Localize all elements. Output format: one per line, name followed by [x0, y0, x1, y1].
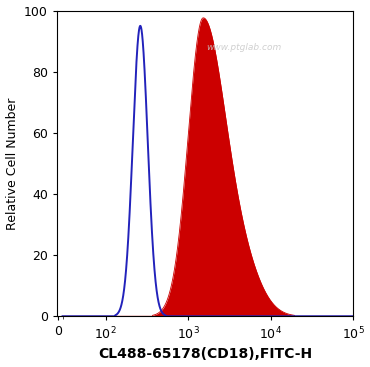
Text: www.ptglab.com: www.ptglab.com — [206, 43, 281, 52]
Y-axis label: Relative Cell Number: Relative Cell Number — [6, 97, 18, 230]
X-axis label: CL488-65178(CD18),FITC-H: CL488-65178(CD18),FITC-H — [98, 348, 312, 361]
